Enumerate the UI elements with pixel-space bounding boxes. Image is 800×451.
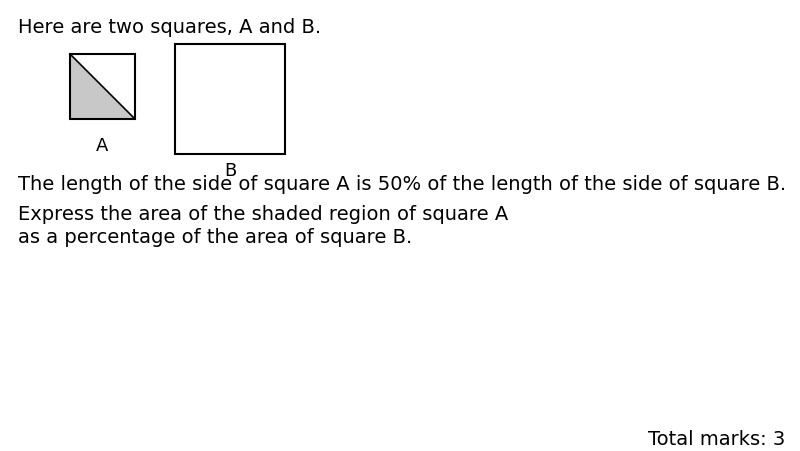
Text: as a percentage of the area of square B.: as a percentage of the area of square B. — [18, 227, 412, 246]
Polygon shape — [70, 55, 135, 120]
Bar — [175, 45, 285, 155]
Text: B: B — [224, 161, 236, 179]
Text: Total marks: 3: Total marks: 3 — [648, 429, 785, 448]
Text: A: A — [96, 137, 109, 155]
Bar — [70, 55, 135, 120]
Text: Here are two squares, A and B.: Here are two squares, A and B. — [18, 18, 321, 37]
Text: Express the area of the shaded region of square A: Express the area of the shaded region of… — [18, 205, 508, 224]
Text: The length of the side of square A is 50% of the length of the side of square B.: The length of the side of square A is 50… — [18, 175, 786, 193]
